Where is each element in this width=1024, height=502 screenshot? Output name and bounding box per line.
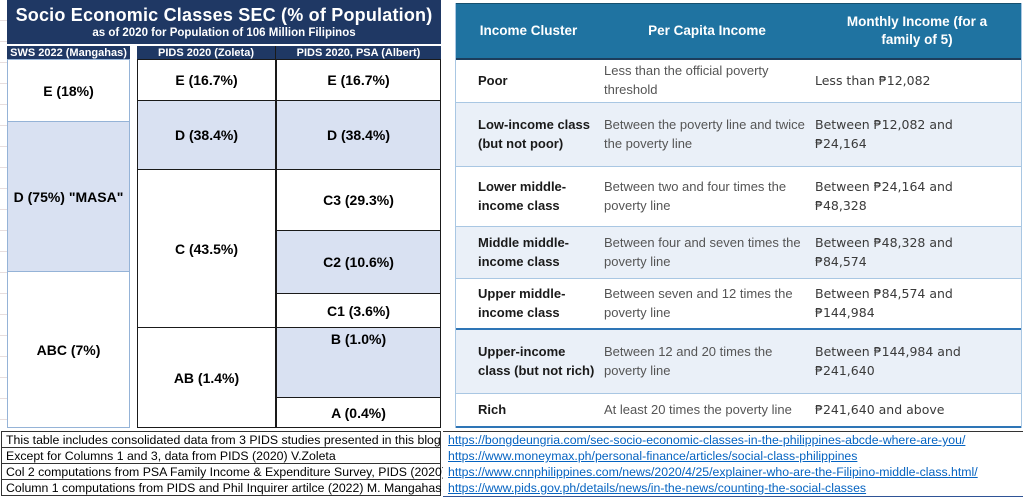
row-upper-income: Upper-income class (but not rich) Betwee… bbox=[456, 330, 1021, 394]
per-capita-text: Between the poverty line and twice the p… bbox=[604, 116, 805, 151]
link-bongdeungria[interactable]: https://bongdeungria.com/sec-socio-econo… bbox=[448, 433, 966, 447]
per-capita-text: Between four and seven times the poverty… bbox=[604, 234, 801, 269]
cell-psa-e: E (16.7%) bbox=[276, 59, 441, 101]
footnote-line: Col 2 computations from PSA Family Incom… bbox=[2, 464, 484, 480]
cell-psa-a: A (0.4%) bbox=[276, 397, 441, 428]
sec-table-title: Socio Economic Classes SEC (% of Populat… bbox=[15, 5, 433, 25]
per-capita-text: Less than the official poverty threshold bbox=[604, 63, 769, 97]
per-capita-text: Between seven and 12 times the poverty l… bbox=[604, 285, 793, 320]
cluster-name: Lower middle-income class bbox=[478, 179, 567, 213]
row-rich: Rich At least 20 times the poverty line … bbox=[456, 394, 1021, 428]
link-row: https://www.pids.gov.ph/details/news/in-… bbox=[443, 480, 1023, 496]
link-row: https://www.cnnphilippines.com/news/2020… bbox=[443, 464, 1023, 480]
cluster-name: Low-income class (but not poor) bbox=[478, 117, 590, 151]
header-income-cluster: Income Cluster bbox=[479, 22, 578, 38]
sec-table-title-block: Socio Economic Classes SEC (% of Populat… bbox=[7, 0, 441, 44]
sec-table-subtitle: as of 2020 for Population of 106 Million… bbox=[92, 27, 356, 39]
cell-sws-abc: ABC (7%) bbox=[7, 271, 130, 428]
row-upper-middle: Upper middle-income class Between seven … bbox=[456, 279, 1021, 330]
footnote-line: This table includes consolidated data fr… bbox=[2, 432, 441, 448]
cell-sws-e: E (18%) bbox=[7, 59, 130, 122]
cell-sws-d-masa: D (75%) "MASA" bbox=[7, 121, 130, 272]
link-row: https://www.moneymax.ph/personal-finance… bbox=[443, 448, 1023, 464]
link-row: https://bongdeungria.com/sec-socio-econo… bbox=[443, 432, 1023, 448]
cluster-name: Rich bbox=[478, 401, 507, 417]
link-cnnphilippines[interactable]: https://www.cnnphilippines.com/news/2020… bbox=[448, 465, 978, 479]
monthly-income-text: Between ₱12,082 and ₱24,164 bbox=[815, 117, 953, 151]
income-cluster-table: Income Cluster Per Capita Income Monthly… bbox=[455, 3, 1022, 428]
cluster-name: Upper-income class (but not rich) bbox=[478, 344, 595, 378]
per-capita-text: Between two and four times the poverty l… bbox=[604, 178, 787, 213]
income-table-header-row: Income Cluster Per Capita Income Monthly… bbox=[456, 3, 1021, 60]
footnote-line: Except for Columns 1 and 3, data from PI… bbox=[2, 448, 440, 464]
link-moneymax[interactable]: https://www.moneymax.ph/personal-finance… bbox=[448, 449, 858, 463]
source-links-block: https://bongdeungria.com/sec-socio-econo… bbox=[443, 431, 1023, 497]
per-capita-text: At least 20 times the poverty line bbox=[604, 401, 792, 417]
row-poor: Poor Less than the official poverty thre… bbox=[456, 60, 1021, 103]
footnote-line: Column 1 computations from PIDS and Phil… bbox=[2, 480, 441, 496]
cell-zoleta-ab: AB (1.4%) bbox=[137, 327, 276, 428]
link-pids[interactable]: https://www.pids.gov.ph/details/news/in-… bbox=[448, 481, 867, 495]
cell-psa-c1: C1 (3.6%) bbox=[276, 293, 441, 328]
header-per-capita-income: Per Capita Income bbox=[648, 22, 766, 38]
cell-zoleta-c: C (43.5%) bbox=[137, 169, 276, 328]
monthly-income-text: Less than ₱12,082 bbox=[815, 72, 931, 88]
sec-classes-table: Socio Economic Classes SEC (% of Populat… bbox=[7, 0, 441, 428]
cell-zoleta-d: D (38.4%) bbox=[137, 100, 276, 170]
cluster-name: Poor bbox=[478, 72, 508, 88]
column-header-pids-zoleta: PIDS 2020 (Zoleta) bbox=[137, 46, 276, 59]
column-header-sws: SWS 2022 (Mangahas) bbox=[7, 46, 130, 59]
row-middle-middle: Middle middle-income class Between four … bbox=[456, 227, 1021, 279]
cell-psa-c3: C3 (29.3%) bbox=[276, 169, 441, 231]
cell-zoleta-e: E (16.7%) bbox=[137, 59, 276, 101]
row-low-income: Low-income class (but not poor) Between … bbox=[456, 103, 1021, 167]
spreadsheet-gridlines bbox=[0, 0, 7, 430]
column-header-pids-psa: PIDS 2020, PSA (Albert) bbox=[276, 46, 441, 59]
cell-psa-c2: C2 (10.6%) bbox=[276, 230, 441, 294]
cluster-name: Upper middle-income class bbox=[478, 286, 566, 320]
monthly-income-text: Between ₱48,328 and ₱84,574 bbox=[815, 235, 953, 269]
monthly-income-text: Between ₱144,984 and ₱241,640 bbox=[815, 344, 961, 378]
cell-psa-b: B (1.0%) bbox=[276, 327, 441, 398]
monthly-income-text: Between ₱24,164 and ₱48,328 bbox=[815, 179, 953, 213]
footnotes-block: This table includes consolidated data fr… bbox=[1, 431, 484, 496]
cell-psa-d: D (38.4%) bbox=[276, 100, 441, 170]
per-capita-text: Between 12 and 20 times the poverty line bbox=[604, 343, 773, 378]
monthly-income-text: ₱241,640 and above bbox=[815, 401, 945, 417]
cluster-name: Middle middle-income class bbox=[478, 235, 569, 269]
row-lower-middle: Lower middle-income class Between two an… bbox=[456, 167, 1021, 227]
header-monthly-income: Monthly Income (for a family of 5) bbox=[846, 13, 988, 47]
monthly-income-text: Between ₱84,574 and ₱144,984 bbox=[815, 286, 953, 320]
